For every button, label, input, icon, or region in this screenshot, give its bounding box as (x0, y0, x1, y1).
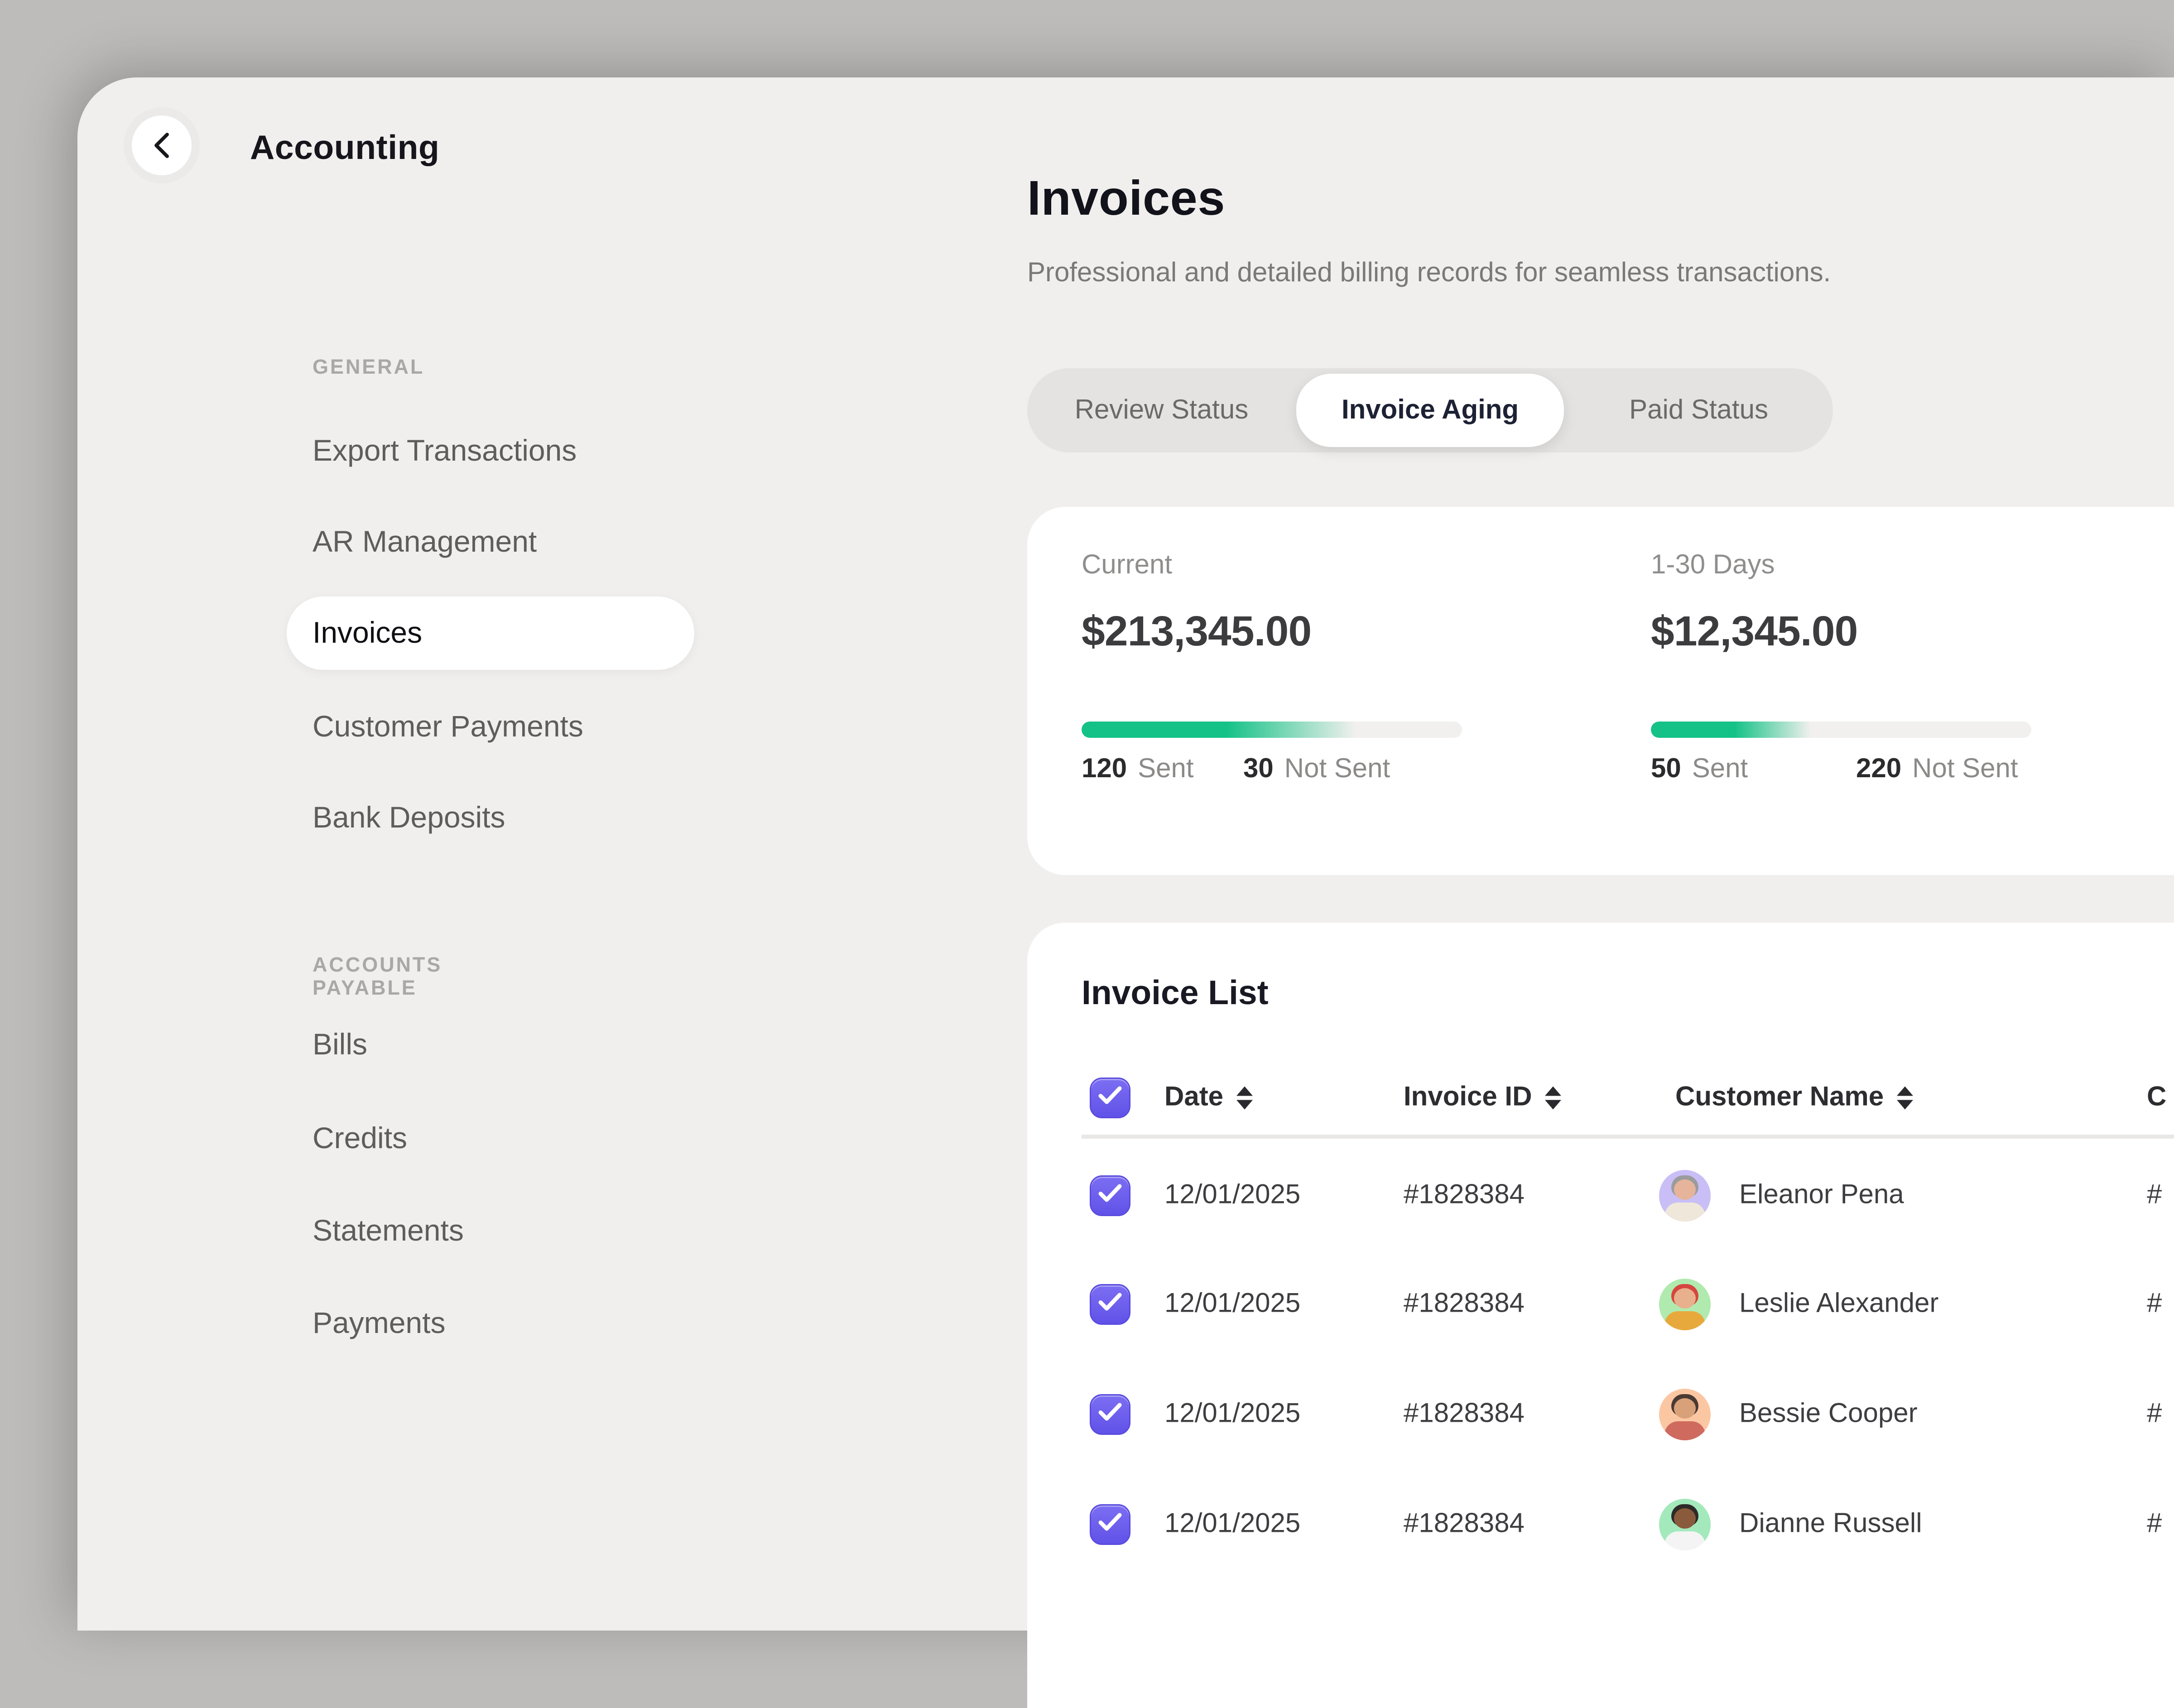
app-window: Accounting GENERAL Export Transactions A… (77, 77, 2174, 1631)
sent-label: Sent (1692, 754, 1748, 785)
not-sent-count: 220 (1856, 754, 1901, 785)
sidebar-item-payments[interactable]: Payments (313, 1306, 445, 1341)
column-header-date[interactable]: Date (1164, 1083, 1253, 1114)
sidebar-item-bills[interactable]: Bills (313, 1027, 367, 1063)
section-label-accounts-payable: ACCOUNTS PAYABLE (313, 954, 442, 1000)
cell-date: 12/01/2025 (1164, 1509, 1300, 1540)
progress-fill (1082, 722, 1462, 738)
check-icon (1098, 1402, 1122, 1428)
app-title: Accounting (250, 129, 440, 168)
page-title: Invoices (1027, 170, 1225, 227)
cell-cutoff: # (2147, 1509, 2162, 1540)
sort-icon (1237, 1087, 1253, 1110)
chevron-left-icon (151, 132, 173, 159)
select-all-checkbox[interactable] (1090, 1078, 1130, 1118)
sidebar-item-customer-payments[interactable]: Customer Payments (313, 709, 583, 745)
sidebar-item-invoices[interactable]: Invoices (313, 616, 422, 651)
column-header-customer-name[interactable]: Customer Name (1675, 1083, 1914, 1114)
avatar-shirt (1664, 1531, 1705, 1550)
sent-summary: 50 Sent 220 Not Sent (1651, 754, 2031, 795)
progress-bar (1651, 722, 2031, 738)
column-label: Date (1164, 1083, 1223, 1114)
page-subtitle: Professional and detailed billing record… (1027, 258, 1831, 289)
cell-invoice-id: #1828384 (1404, 1399, 1525, 1430)
avatar-shirt (1664, 1311, 1705, 1330)
column-header-invoice-id[interactable]: Invoice ID (1404, 1083, 1562, 1114)
table-row[interactable]: 12/01/2025 #1828384 Eleanor Pena # (1027, 1158, 2174, 1234)
not-sent-label: Not Sent (1284, 754, 1390, 785)
avatar-shirt (1664, 1421, 1705, 1440)
aging-stats-card: Current $213,345.00 120 Sent 30 Not Sent 1… (1027, 507, 2174, 875)
section-label-general: GENERAL (313, 356, 424, 379)
invoice-list-title: Invoice List (1082, 974, 1269, 1014)
sidebar-item-credits[interactable]: Credits (313, 1121, 407, 1156)
progress-fill (1651, 722, 2031, 738)
avatar (1659, 1170, 1711, 1222)
sent-label: Sent (1138, 754, 1193, 785)
avatar (1659, 1389, 1711, 1440)
sidebar-item-export-transactions[interactable]: Export Transactions (313, 433, 577, 469)
sent-count: 50 (1651, 754, 1681, 785)
cell-customer-name: Dianne Russell (1739, 1509, 1922, 1540)
check-icon (1098, 1183, 1122, 1209)
check-icon (1098, 1512, 1122, 1538)
stat-amount: $12,345.00 (1651, 607, 1857, 656)
row-checkbox[interactable] (1090, 1504, 1130, 1545)
stat-amount: $213,345.00 (1082, 607, 1311, 656)
column-label: Customer Name (1675, 1083, 1884, 1114)
avatar (1659, 1499, 1711, 1550)
avatar (1659, 1279, 1711, 1330)
sidebar-item-statements[interactable]: Statements (313, 1213, 464, 1249)
header-divider (1082, 1135, 2174, 1139)
sidebar-item-ar-management[interactable]: AR Management (313, 524, 537, 560)
cell-date: 12/01/2025 (1164, 1180, 1300, 1212)
check-icon (1098, 1292, 1122, 1318)
column-header-cutoff[interactable]: C (2147, 1083, 2166, 1114)
avatar-face (1674, 1179, 1696, 1200)
row-checkbox[interactable] (1090, 1175, 1130, 1216)
tab-review-status[interactable]: Review Status (1027, 368, 1296, 452)
row-checkbox[interactable] (1090, 1394, 1130, 1435)
stat-label: Current (1082, 550, 1172, 582)
sent-summary: 120 Sent 30 Not Sent (1082, 754, 1462, 795)
not-sent-label: Not Sent (1912, 754, 2018, 785)
avatar-shirt (1664, 1203, 1705, 1222)
cell-invoice-id: #1828384 (1404, 1289, 1525, 1320)
stat-label: 1-30 Days (1651, 550, 1775, 582)
tab-paid-status[interactable]: Paid Status (1564, 368, 1833, 452)
cell-customer-name: Eleanor Pena (1739, 1180, 1904, 1212)
cell-date: 12/01/2025 (1164, 1289, 1300, 1320)
sort-icon (1545, 1087, 1562, 1110)
cell-invoice-id: #1828384 (1404, 1509, 1525, 1540)
sidebar-item-bank-deposits[interactable]: Bank Deposits (313, 800, 505, 836)
avatar-face (1674, 1288, 1696, 1309)
sent-count: 120 (1082, 754, 1127, 785)
avatar-face (1674, 1508, 1696, 1529)
avatar-face (1674, 1398, 1696, 1419)
not-sent-count: 30 (1243, 754, 1274, 785)
cell-cutoff: # (2147, 1180, 2162, 1212)
table-row[interactable]: 12/01/2025 #1828384 Leslie Alexander # (1027, 1266, 2174, 1342)
cell-date: 12/01/2025 (1164, 1399, 1300, 1430)
table-row[interactable]: 12/01/2025 #1828384 Bessie Cooper # (1027, 1376, 2174, 1453)
sort-icon (1897, 1087, 1914, 1110)
cell-customer-name: Leslie Alexander (1739, 1289, 1938, 1320)
back-button[interactable] (132, 115, 192, 175)
column-label: Invoice ID (1404, 1083, 1532, 1114)
cell-cutoff: # (2147, 1289, 2162, 1320)
status-tabs: Review Status Invoice Aging Paid Status (1027, 368, 1833, 452)
tab-invoice-aging[interactable]: Invoice Aging (1296, 368, 1564, 452)
table-header: Date Invoice ID Customer Name C (1027, 1060, 2174, 1136)
table-row[interactable]: 12/01/2025 #1828384 Dianne Russell # (1027, 1487, 2174, 1563)
invoice-list-card: Invoice List Date Invoice ID Customer (1027, 923, 2174, 1708)
row-checkbox[interactable] (1090, 1284, 1130, 1325)
cell-cutoff: # (2147, 1399, 2162, 1430)
check-icon (1098, 1085, 1122, 1111)
progress-bar (1082, 722, 1462, 738)
cell-invoice-id: #1828384 (1404, 1180, 1525, 1212)
screen: Accounting GENERAL Export Transactions A… (0, 0, 2174, 1631)
cell-customer-name: Bessie Cooper (1739, 1399, 1918, 1430)
column-label: C (2147, 1083, 2166, 1114)
